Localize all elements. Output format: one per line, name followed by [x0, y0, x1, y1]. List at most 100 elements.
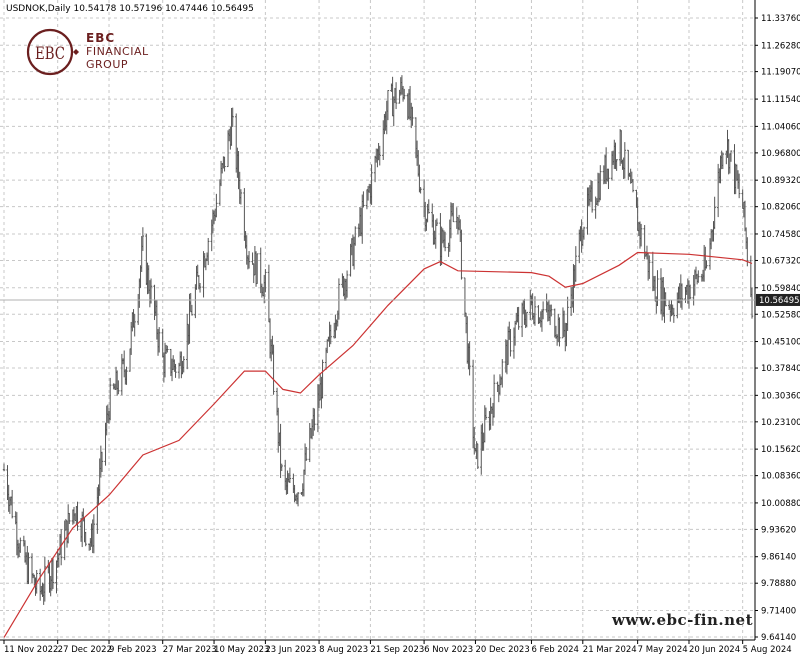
ohlc-bar	[288, 467, 292, 484]
ohlc-bar	[149, 278, 153, 304]
ohlc-bar	[492, 374, 496, 418]
ohlc-bar	[190, 304, 194, 316]
price-tag-background	[756, 293, 800, 306]
ohlc-bar	[378, 145, 381, 166]
plot-area	[0, 0, 755, 640]
y-tick-label: 11.19070	[761, 68, 800, 78]
ohlc-bar	[19, 537, 22, 553]
ohlc-bar	[305, 446, 308, 461]
ohlc-bar	[370, 164, 373, 205]
ohlc-bar	[411, 106, 414, 126]
y-tick-label: 10.00880	[761, 499, 800, 509]
y-tick-label: 10.67320	[761, 256, 800, 266]
ebc-logo: EBC EBC FINANCIAL GROUP	[26, 26, 166, 80]
ohlc-bar	[100, 451, 104, 473]
ohlc-bar	[443, 231, 447, 252]
ohlc-bar	[2, 463, 6, 472]
ohlc-bar	[517, 306, 520, 330]
ohlc-bar	[231, 107, 234, 127]
ohlc-bar	[566, 296, 569, 331]
ebc-monogram-icon: EBC	[26, 28, 79, 76]
x-tick-label: 9 Feb 2023	[109, 645, 157, 655]
ohlc-bar	[166, 345, 169, 353]
chart-header: USDNOK,Daily 10.54178 10.57196 10.47446 …	[6, 4, 254, 14]
ohlc-bar	[623, 142, 627, 179]
ohlc-bar	[68, 512, 71, 524]
website-watermark: www.ebc-fin.net	[612, 611, 753, 629]
ohlc-bar	[125, 366, 128, 385]
ohlc-bar	[672, 307, 676, 323]
ohlc-bar	[737, 173, 741, 199]
ohlc-bar	[648, 255, 651, 279]
y-tick-label: 10.15620	[761, 445, 800, 455]
logo-line-3: GROUP	[86, 58, 129, 71]
x-tick-label: 6 Nov 2023	[424, 645, 473, 655]
ohlc-bar	[750, 287, 754, 319]
x-tick-label: 20 Jun 2024	[689, 645, 740, 655]
logo-line-1: EBC	[86, 31, 116, 45]
ohlc-bar	[215, 193, 218, 218]
ohlc-bar	[10, 489, 14, 519]
ohlc-bar	[550, 304, 553, 317]
ohlc-bar	[198, 282, 202, 293]
y-tick-label: 10.37840	[761, 364, 800, 374]
symbol-label: USDNOK,Daily	[6, 4, 71, 14]
y-tick-label: 10.52580	[761, 310, 800, 320]
x-tick-label: 8 Aug 2023	[319, 645, 368, 655]
ohlc-bar	[345, 270, 349, 298]
ohlc-bar	[141, 227, 145, 251]
x-tick-label: 23 Jun 2023	[265, 645, 316, 655]
ohlc-bar	[207, 237, 210, 266]
ohlc-bar	[174, 363, 177, 378]
ohlc-bar	[631, 178, 635, 193]
y-tick-label: 9.78880	[761, 579, 796, 589]
y-tick-label: 11.04060	[761, 122, 800, 132]
ohlc-bar	[582, 226, 586, 240]
y-tick-label: 9.93620	[761, 525, 796, 535]
ohlc-bar	[721, 152, 725, 169]
y-tick-label: 10.96800	[761, 149, 800, 159]
y-tick-label: 10.30360	[761, 391, 800, 401]
ohlc-bar	[321, 359, 324, 399]
y-tick-label: 10.23100	[761, 418, 800, 428]
ohlc-bar	[272, 344, 275, 395]
ohlc-bar	[419, 187, 422, 194]
ohlc-bar	[354, 226, 357, 246]
ohlc-bar	[713, 196, 716, 230]
ohlc-bar	[280, 463, 283, 471]
monogram-text: EBC	[35, 44, 65, 64]
ohlc-bar	[296, 491, 300, 507]
ohlc-bar	[615, 159, 618, 171]
ohlc-bar	[427, 199, 430, 214]
ohlc-bar	[541, 301, 545, 320]
last-price-tag: 10.56495	[756, 293, 800, 306]
ohlc-bar	[729, 150, 733, 162]
ohlc-bar	[117, 380, 120, 395]
ohlc-bar	[35, 569, 38, 594]
ohlc-bar	[435, 218, 439, 226]
ohlc-bar	[476, 443, 479, 469]
y-tick-label: 9.71400	[761, 607, 796, 617]
ohlc-bar	[264, 269, 267, 293]
ohlc-bar	[639, 223, 643, 247]
y-tick-label: 11.33760	[761, 14, 800, 24]
logo-line-2: FINANCIAL	[86, 45, 149, 58]
ohlc-bar	[509, 328, 512, 357]
ohlc-bar	[394, 82, 398, 110]
y-tick-label: 9.86140	[761, 553, 796, 563]
ohlc-bar	[705, 260, 708, 269]
x-tick-label: 11 Nov 2022	[4, 645, 58, 655]
ohlc-bar	[256, 253, 259, 285]
x-tick-label: 5 Aug 2024	[743, 645, 792, 655]
x-tick-label: 21 Mar 2024	[583, 645, 637, 655]
ohlc-bar	[533, 296, 537, 326]
y-tick-label: 10.89320	[761, 176, 800, 186]
ohlc-bar	[590, 180, 594, 213]
ohlc-bar	[76, 501, 79, 531]
x-tick-label: 10 May 2023	[214, 645, 269, 655]
y-tick-label: 10.74580	[761, 230, 800, 240]
price-bars	[2, 75, 754, 605]
y-tick-label: 10.59840	[761, 284, 800, 294]
